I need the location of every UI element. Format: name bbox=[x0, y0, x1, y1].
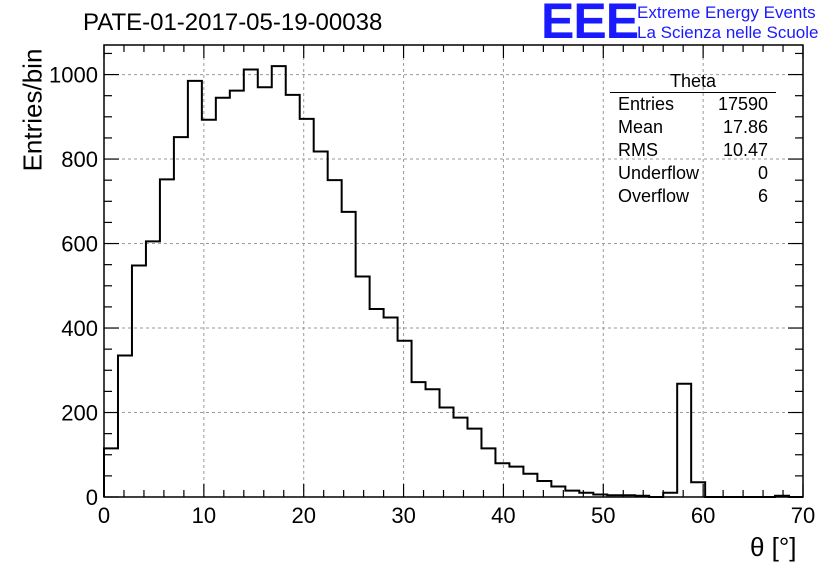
histogram-bin bbox=[495, 463, 509, 497]
y-tick-label: 1000 bbox=[49, 63, 98, 88]
histogram-bin bbox=[216, 98, 230, 497]
x-axis-label: θ [°] bbox=[750, 532, 797, 562]
stats-label: Overflow bbox=[618, 186, 690, 206]
histogram-bin bbox=[286, 95, 300, 497]
stats-value: 17.86 bbox=[722, 117, 768, 137]
histogram-bin bbox=[300, 119, 314, 497]
histogram-bin bbox=[272, 66, 286, 497]
histogram-bin bbox=[356, 276, 370, 497]
histogram-bin bbox=[118, 355, 132, 497]
histogram-bin bbox=[258, 87, 272, 497]
stats-row-overflow: Overflow 6 bbox=[610, 185, 776, 208]
histogram-bin bbox=[440, 407, 454, 497]
histogram-bin bbox=[370, 309, 384, 497]
histogram-bin bbox=[104, 448, 118, 497]
logo-line-2: La Scienza nelle Scuole bbox=[637, 23, 819, 42]
x-tick-label: 0 bbox=[98, 503, 110, 528]
y-tick-label: 0 bbox=[86, 485, 98, 510]
histogram-bin bbox=[509, 467, 523, 497]
stats-row-mean: Mean 17.86 bbox=[610, 116, 776, 139]
stats-value: 0 bbox=[757, 163, 768, 183]
y-axis-label: Entries/bin bbox=[17, 48, 48, 172]
y-tick-label: 600 bbox=[61, 232, 98, 257]
logo-line-1: Extreme Energy Events bbox=[637, 3, 816, 22]
histogram-bin bbox=[230, 91, 244, 497]
plot-frame bbox=[103, 44, 804, 498]
x-tick-label: 20 bbox=[291, 503, 315, 528]
histogram-bin bbox=[202, 120, 216, 497]
stats-value: 17590 bbox=[717, 94, 768, 114]
stats-box: Theta Entries 17590 Mean 17.86 RMS 10.47… bbox=[610, 70, 776, 208]
y-tick-label: 800 bbox=[61, 147, 98, 172]
histogram-bin bbox=[467, 429, 481, 497]
histogram-bin bbox=[454, 418, 468, 497]
x-tick-label: 50 bbox=[591, 503, 615, 528]
histogram-bin bbox=[523, 474, 537, 497]
stats-row-rms: RMS 10.47 bbox=[610, 139, 776, 162]
chart-title: PATE-01-2017-05-19-00038 bbox=[83, 9, 383, 36]
histogram-bin bbox=[342, 212, 356, 497]
histogram-bin bbox=[384, 317, 398, 497]
stats-row-entries: Entries 17590 bbox=[610, 93, 776, 116]
y-tick-label: 400 bbox=[61, 316, 98, 341]
y-tick-label: 200 bbox=[61, 401, 98, 426]
histogram-bin bbox=[146, 241, 160, 497]
histogram-bin bbox=[244, 70, 258, 497]
stats-title: Theta bbox=[610, 70, 776, 93]
x-tick-label: 10 bbox=[192, 503, 216, 528]
x-tick-label: 60 bbox=[691, 503, 715, 528]
stats-value: 10.47 bbox=[722, 140, 768, 160]
stats-label: RMS bbox=[618, 140, 658, 160]
histogram-bin bbox=[314, 151, 328, 497]
stats-label: Entries bbox=[618, 94, 675, 114]
histogram-bin bbox=[426, 389, 440, 497]
histogram-bin bbox=[328, 180, 342, 497]
histogram-bin bbox=[132, 266, 146, 497]
histogram-bin bbox=[398, 341, 412, 497]
x-tick-label: 40 bbox=[491, 503, 515, 528]
x-tick-label: 70 bbox=[791, 503, 815, 528]
histogram-bin bbox=[160, 179, 174, 497]
x-tick-label: 30 bbox=[391, 503, 415, 528]
eee-logo: EEE bbox=[541, 0, 639, 49]
histogram-bin bbox=[188, 81, 202, 497]
histogram-bin bbox=[537, 481, 551, 497]
stats-label: Underflow bbox=[618, 163, 700, 183]
stats-value: 6 bbox=[757, 186, 768, 206]
stats-row-underflow: Underflow 0 bbox=[610, 162, 776, 185]
histogram-bin bbox=[481, 448, 495, 497]
histogram-bin bbox=[412, 382, 426, 497]
eee-logo-text: Extreme Energy Events La Scienza nelle S… bbox=[637, 3, 818, 43]
histogram-bin bbox=[677, 384, 691, 497]
stats-label: Mean bbox=[618, 117, 664, 137]
histogram-bin bbox=[174, 137, 188, 497]
